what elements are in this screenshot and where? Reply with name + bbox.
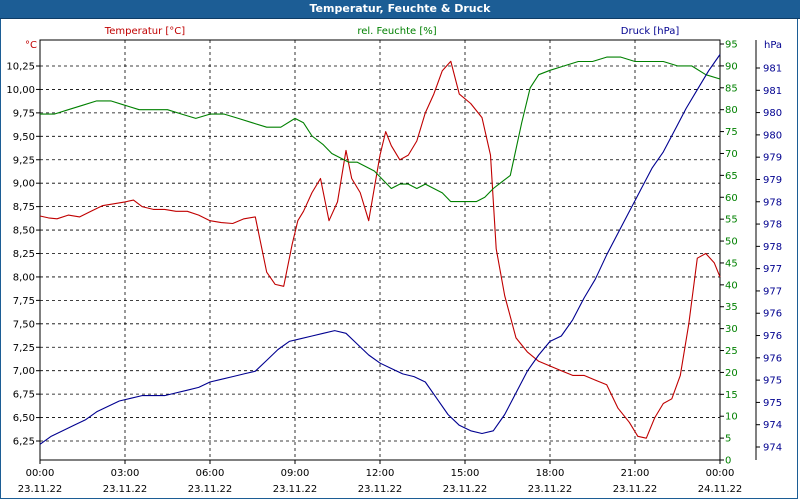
temp-tick-label: 7,75 [13,296,35,307]
humidity-tick-label: 75 [725,127,738,138]
humidity-tick-label: 0 [725,456,731,467]
humidity-series-line [40,56,721,203]
pressure-tick-label: 977 [763,286,782,297]
x-tick-time: 15:00 [451,468,480,479]
pressure-tick-label: 981 [763,64,782,75]
pressure-axis-unit: hPa [764,40,782,51]
humidity-tick-label: 70 [725,149,738,160]
temp-tick-label: 8,00 [13,272,35,283]
humidity-tick-label: 20 [725,368,738,379]
temp-tick-label: 9,00 [13,179,35,190]
pressure-tick-label: 981 [763,86,782,97]
x-tick-time: 00:00 [706,468,735,479]
x-tick-time: 09:00 [281,468,310,479]
temp-tick-label: 8,25 [13,249,35,260]
temp-tick-label: 9,75 [13,108,35,119]
humidity-tick-label: 30 [725,324,738,335]
temp-axis-unit: °C [25,40,37,51]
temp-tick-label: 6,25 [13,437,35,448]
pressure-tick-label: 975 [763,376,782,387]
humidity-tick-label: 25 [725,346,738,357]
legend-temperature: Temperatur [°C] [104,26,185,37]
humidity-tick-label: 50 [725,237,738,248]
pressure-tick-label: 974 [763,420,782,431]
x-tick-time: 18:00 [536,468,565,479]
humidity-tick-label: 65 [725,171,738,182]
pressure-tick-label: 978 [763,220,782,231]
temp-tick-label: 8,50 [13,226,35,237]
legend-humidity: rel. Feuchte [%] [357,26,436,37]
humidity-tick-label: 5 [725,434,731,445]
x-tick-date: 23.11.22 [528,484,573,495]
x-tick-date: 23.11.22 [358,484,403,495]
chart-title: Temperatur, Feuchte & Druck [0,0,800,19]
x-tick-date: 23.11.22 [18,484,63,495]
humidity-tick-label: 45 [725,258,738,269]
x-tick-date: 23.11.22 [103,484,148,495]
pressure-tick-label: 975 [763,398,782,409]
x-tick-date: 23.11.22 [188,484,233,495]
temp-tick-label: 10,00 [6,85,35,96]
humidity-tick-label: 85 [725,83,738,94]
humidity-tick-label: 80 [725,105,738,116]
temp-tick-label: 8,75 [13,202,35,213]
temp-tick-label: 7,00 [13,366,35,377]
humidity-tick-label: 35 [725,302,738,313]
pressure-tick-label: 974 [763,443,782,454]
x-tick-time: 12:00 [366,468,395,479]
x-tick-time: 03:00 [111,468,140,479]
legend-pressure: Druck [hPa] [621,26,680,37]
humidity-tick-label: 60 [725,193,738,204]
x-tick-time: 06:00 [196,468,225,479]
pressure-tick-label: 976 [763,309,782,320]
x-tick-date: 23.11.22 [613,484,658,495]
pressure-tick-label: 979 [763,153,782,164]
pressure-tick-label: 978 [763,197,782,208]
temp-tick-label: 6,50 [13,413,35,424]
x-tick-date: 24.11.22 [698,484,743,495]
pressure-tick-label: 977 [763,264,782,275]
humidity-tick-label: 95 [725,40,738,51]
pressure-tick-label: 980 [763,108,782,119]
x-tick-date: 23.11.22 [443,484,488,495]
temp-tick-label: 7,50 [13,319,35,330]
pressure-tick-label: 980 [763,130,782,141]
humidity-tick-label: 15 [725,390,738,401]
temperature-series-line [39,60,721,439]
temp-tick-label: 9,50 [13,132,35,143]
temp-tick-label: 7,25 [13,343,35,354]
humidity-tick-label: 40 [725,280,738,291]
chart-frame [0,19,798,499]
humidity-tick-label: 55 [725,215,738,226]
temp-tick-label: 9,25 [13,155,35,166]
x-tick-time: 00:00 [26,468,55,479]
pressure-tick-label: 979 [763,175,782,186]
humidity-tick-label: 90 [725,61,738,72]
pressure-tick-label: 976 [763,331,782,342]
temp-tick-label: 10,25 [6,62,35,73]
temp-tick-label: 6,75 [13,390,35,401]
pressure-tick-label: 976 [763,353,782,364]
humidity-tick-label: 10 [725,412,738,423]
x-tick-time: 21:00 [621,468,650,479]
x-tick-date: 23.11.22 [273,484,318,495]
pressure-series-line [39,54,721,445]
pressure-tick-label: 978 [763,242,782,253]
